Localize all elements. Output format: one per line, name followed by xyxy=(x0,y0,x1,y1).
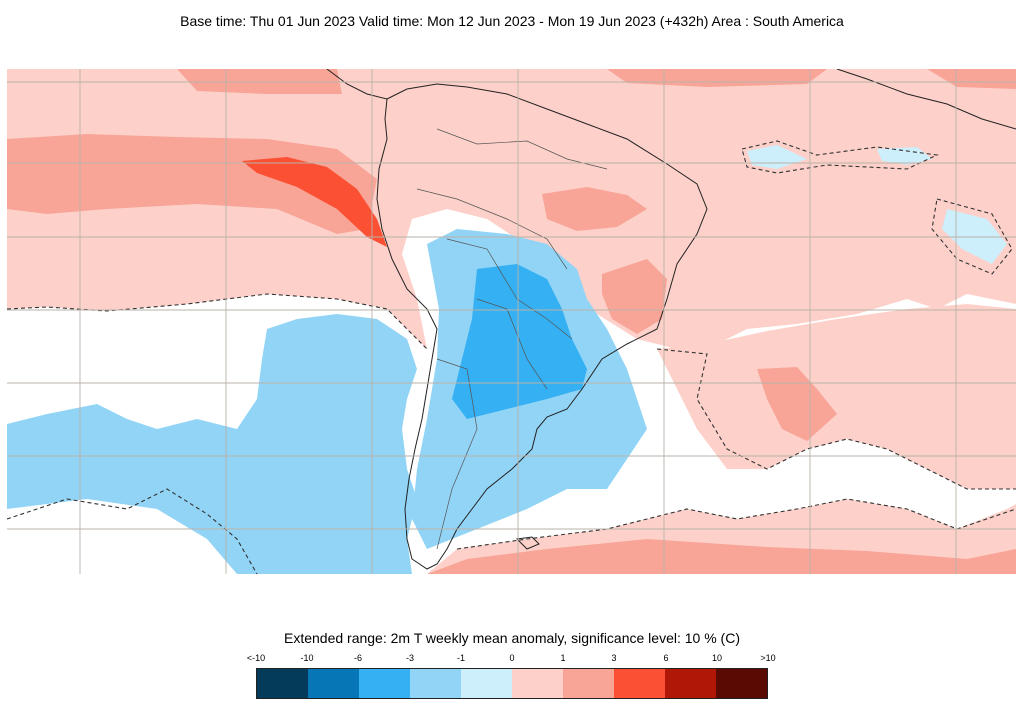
significance-contour-pacific xyxy=(7,488,258,574)
anomaly-region-cool-caribbean xyxy=(747,145,1007,264)
legend-label-pos3: 3 xyxy=(611,653,617,663)
anomaly-region-cool-argentina-core xyxy=(452,264,587,419)
legend-swatch xyxy=(257,669,308,698)
significance-contour-north xyxy=(7,293,428,350)
falkland-islands xyxy=(515,536,540,550)
significance-contour-caribbean xyxy=(741,140,939,174)
legend-label-pos6: 6 xyxy=(663,653,669,663)
cool-anomaly-layer xyxy=(7,145,1007,574)
border-line xyxy=(436,358,478,550)
legend-swatch xyxy=(308,669,359,698)
significance-contour-atlantic xyxy=(656,348,1016,490)
border-line xyxy=(416,188,568,270)
legend-label-gt-10: >10 xyxy=(760,653,776,663)
legend-swatch xyxy=(614,669,665,698)
anomaly-region-warm-south-band xyxy=(427,539,1016,574)
legend-label-neg10: -10 xyxy=(300,653,314,663)
anomaly-map-svg xyxy=(7,69,1016,574)
legend-label-lt-10: <-10 xyxy=(246,653,266,663)
anomaly-region-warm-brazil-north xyxy=(542,187,647,231)
legend-swatch xyxy=(461,669,512,698)
anomaly-region-warm-atlantic-patch xyxy=(757,367,837,441)
country-borders xyxy=(416,128,608,550)
anomaly-region-warm-north-band xyxy=(177,69,1016,94)
anomaly-map xyxy=(7,69,1016,574)
legend-swatch xyxy=(512,669,563,698)
anomaly-region-cool-pacific xyxy=(7,314,417,574)
lat-lon-grid xyxy=(7,69,1016,574)
legend-colorbar xyxy=(256,668,768,699)
legend-swatch xyxy=(410,669,461,698)
legend-label-zero: 0 xyxy=(509,653,515,663)
legend-swatch xyxy=(563,669,614,698)
significance-contours xyxy=(7,140,1016,574)
legend-label-pos1: 1 xyxy=(560,653,566,663)
central-america-coastline xyxy=(326,69,388,100)
legend-swatch xyxy=(359,669,410,698)
africa-coastline xyxy=(836,69,1016,130)
border-line xyxy=(446,238,573,340)
page-title: Base time: Thu 01 Jun 2023 Valid time: M… xyxy=(180,13,844,29)
anomaly-region-warm-brazil-south xyxy=(602,259,667,334)
legend-title: Extended range: 2m T weekly mean anomaly… xyxy=(283,630,740,646)
significance-contour-east xyxy=(931,198,1013,275)
anomaly-region-warm-peru xyxy=(242,157,387,247)
legend-label-neg3: -3 xyxy=(405,653,415,663)
border-line xyxy=(436,128,608,170)
legend-label-neg1: -1 xyxy=(456,653,466,663)
legend-swatch xyxy=(665,669,716,698)
legend-label-pos10: 10 xyxy=(711,653,723,663)
south-america-coastline xyxy=(376,83,708,570)
coastlines xyxy=(326,69,1016,570)
legend-swatch xyxy=(716,669,767,698)
border-line xyxy=(476,298,548,390)
legend-label-neg6: -6 xyxy=(353,653,363,663)
legend-labels: <-10 -10 -6 -3 -1 0 1 3 6 10 >10 xyxy=(0,653,1024,667)
significance-contour-south xyxy=(456,498,1016,550)
